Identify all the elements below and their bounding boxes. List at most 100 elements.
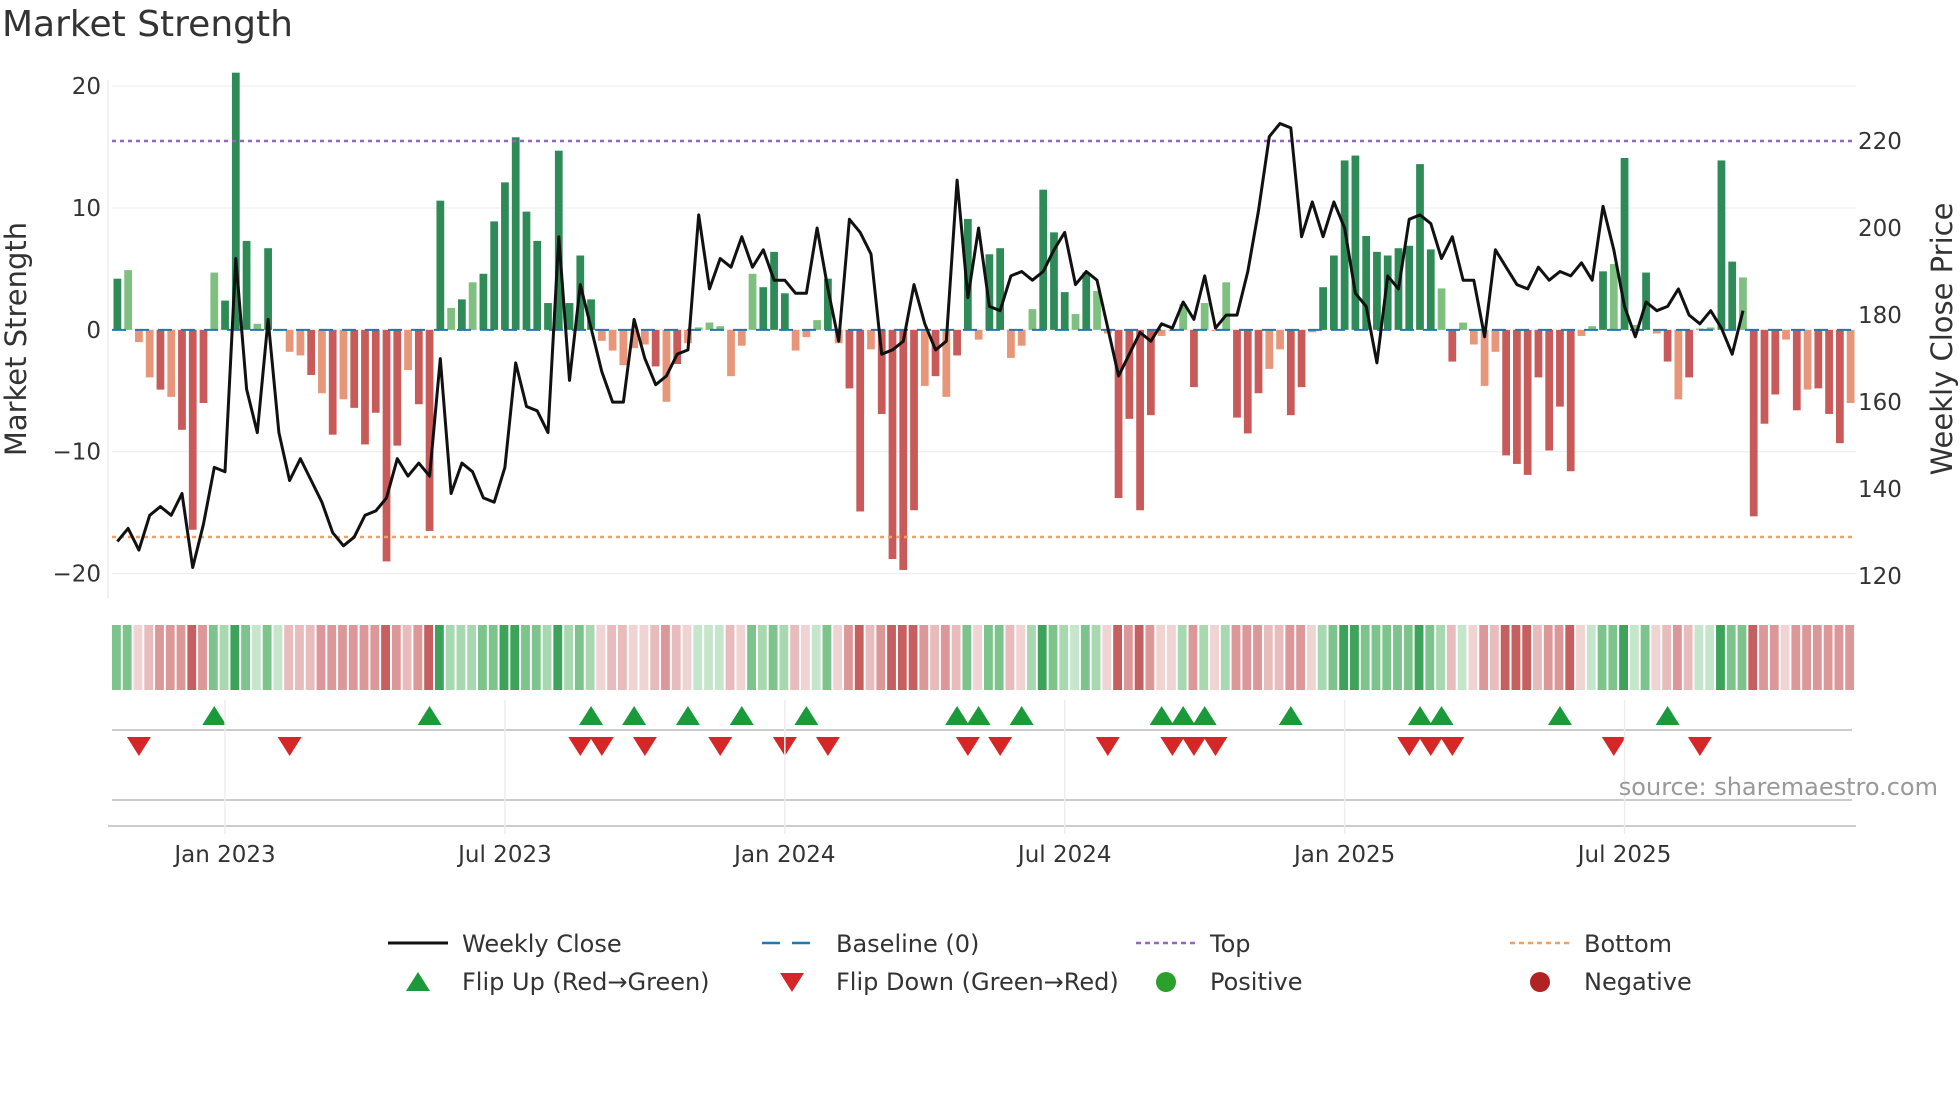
heat-cell [897,625,907,690]
strength-bar [1017,329,1026,346]
heat-cell [1091,625,1101,690]
flip-up-marker [729,706,754,725]
strength-bar [1297,329,1306,388]
heat-cell [1048,625,1058,690]
heat-cell [1726,625,1736,690]
strength-bar [1835,329,1844,444]
flip-up-marker [1408,706,1432,725]
strength-bar [1146,329,1155,416]
strength-bar [1060,292,1069,330]
weekly-close-line [116,122,1745,569]
heat-cell [359,625,369,690]
strength-bar [662,329,671,402]
strength-bar [167,329,176,397]
legend-item: Negative [1530,968,1692,996]
strength-bar [1545,329,1554,451]
heat-cell [1672,625,1682,690]
strength-bar [135,329,143,343]
heat-cell [187,625,197,690]
strength-bar [759,287,768,330]
heat-cell [112,625,121,690]
flip-up-marker [966,706,991,725]
flip-down-marker [126,737,151,756]
heat-cell [725,625,735,690]
flip-markers [112,706,1852,801]
heat-cell [176,625,186,690]
heat-cell [1769,625,1779,690]
heat-cell [1242,625,1252,690]
heat-cell [424,625,434,690]
strength-bar [780,293,789,330]
heat-cell [1823,625,1833,690]
flip-up-marker [1009,706,1034,725]
strength-bar [716,326,725,330]
heat-cell [1263,625,1273,690]
strength-bar [1513,329,1521,464]
heat-cell [1134,625,1144,690]
strength-bar [490,221,499,330]
reference-lines [112,139,1856,539]
heat-cell [1500,625,1510,690]
flip-up-marker [1655,706,1680,725]
heat-cell [456,625,466,690]
heat-cell [1285,625,1295,690]
heat-cell [251,625,261,690]
strength-bar [1631,324,1640,330]
heat-cell [434,625,444,690]
strength-bar [619,329,628,366]
flip-down-marker [1181,737,1206,756]
strength-bar [533,240,542,330]
heat-cell [1683,625,1693,690]
heat-cell [1608,625,1618,690]
legend-label: Flip Down (Green→Red) [836,968,1119,996]
flip-down-marker [1095,737,1120,756]
strength-bar [264,248,272,330]
strength-bar [231,72,240,330]
heat-cell [661,625,670,690]
strength-bar [404,329,412,371]
heat-cell [338,625,347,690]
heat-cell [1554,625,1564,690]
heat-cell [1306,625,1316,690]
flip-down-marker [1418,737,1443,756]
legend-item: Flip Up (Red→Green) [406,968,710,996]
x-tick-label: Jul 2023 [456,842,552,868]
strength-bar [1050,232,1058,330]
heat-cell [1414,625,1424,690]
heat-cell [887,625,896,690]
right-tick-label: 160 [1858,390,1902,416]
heat-cell [122,625,132,690]
legend-item: Bottom [1510,930,1672,958]
strength-bar [1233,329,1241,418]
strength-bar [1566,329,1575,472]
right-tick-label: 140 [1858,477,1902,503]
legend-flip-down-key [780,973,804,992]
legend-label: Bottom [1584,930,1672,958]
heat-cell [284,625,294,690]
flip-up-marker [417,706,442,725]
strength-bar [468,282,477,330]
flip-up-marker [579,706,604,725]
heat-cell [1005,625,1015,690]
heat-cell [273,625,283,690]
heat-cell [1457,625,1467,690]
heat-cell [1145,625,1155,690]
legend-label: Baseline (0) [836,930,979,958]
x-tick-label: Jan 2023 [172,842,275,868]
heat-cell [133,625,143,690]
strength-bar [963,218,972,330]
heat-cell [198,625,207,690]
right-tick-label: 200 [1858,216,1902,242]
flip-up-marker [794,706,819,725]
strength-bar [597,329,606,341]
heat-cell [564,625,573,690]
strength-bar [587,299,595,330]
strength-bar [1771,329,1780,395]
strength-bar [1276,329,1284,350]
heat-cell [800,625,810,690]
strength-bar [382,329,391,562]
heat-cell [951,625,961,690]
flip-down-marker [815,737,840,756]
flip-down-marker [708,737,733,756]
